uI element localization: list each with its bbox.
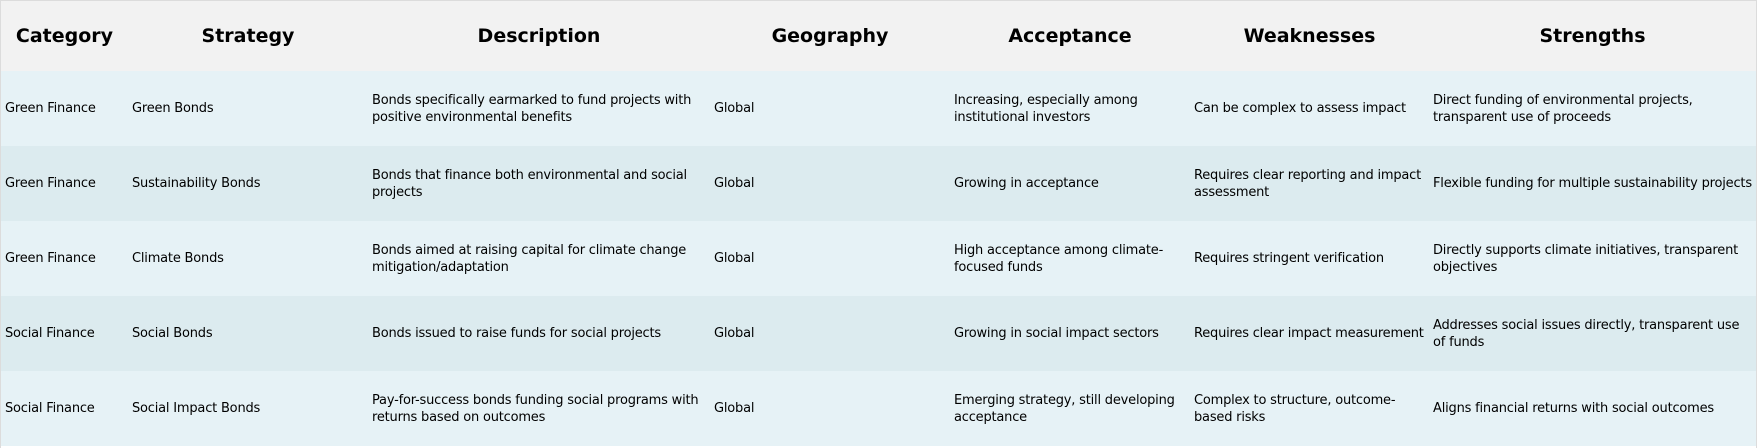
header-description: Description [477,25,601,47]
table-row: Social Finance Social Impact Bonds Pay-f… [1,371,1756,446]
table-row: Social Finance Social Bonds Bonds issued… [1,296,1756,371]
cell-strengths: Flexible funding for multiple sustainabi… [1433,176,1752,191]
header-acceptance: Acceptance [1008,25,1132,47]
cell-description: Bonds that finance both environmental an… [372,167,687,200]
cell-strategy: Social Impact Bonds [132,401,261,416]
cell-strengths: Aligns financial returns with social out… [1433,401,1715,416]
cell-acceptance: Growing in acceptance [954,176,1099,191]
cell-category: Green Finance [5,101,96,116]
header-row: Category Strategy Description Geography … [1,1,1756,71]
cell-weaknesses: Complex to structure, outcome-based risk… [1194,392,1396,425]
header-strengths: Strengths [1539,25,1646,47]
cell-strengths: Directly supports climate initiatives, t… [1433,242,1739,275]
cell-weaknesses: Requires clear impact measurement [1194,326,1424,341]
cell-geography: Global [714,251,755,266]
cell-weaknesses: Requires stringent verification [1194,251,1384,266]
cell-strengths: Direct funding of environmental projects… [1433,92,1693,125]
cell-category: Social Finance [5,326,95,341]
cell-category: Green Finance [5,251,96,266]
table-row: Green Finance Green Bonds Bonds specific… [1,71,1756,146]
cell-weaknesses: Can be complex to assess impact [1194,101,1406,116]
table-header: Category Strategy Description Geography … [1,1,1756,71]
cell-strengths: Addresses social issues directly, transp… [1433,317,1740,350]
cell-weaknesses: Requires clear reporting and impact asse… [1194,167,1421,200]
cell-strategy: Sustainability Bonds [132,176,261,191]
table-body: Green Finance Green Bonds Bonds specific… [1,71,1756,446]
cell-geography: Global [714,101,755,116]
table-row: Green Finance Sustainability Bonds Bonds… [1,146,1756,221]
cell-strategy: Social Bonds [132,326,213,341]
header-weaknesses: Weaknesses [1243,25,1376,47]
cell-acceptance: Growing in social impact sectors [954,326,1159,341]
cell-strategy: Green Bonds [132,101,214,116]
cell-description: Pay-for-success bonds funding social pro… [372,392,699,425]
table-row: Green Finance Climate Bonds Bonds aimed … [1,221,1756,296]
header-category: Category [15,25,114,47]
cell-description: Bonds aimed at raising capital for clima… [372,242,687,275]
cell-acceptance: Emerging strategy, still developing acce… [954,392,1175,425]
cell-geography: Global [714,401,755,416]
header-geography: Geography [771,25,889,47]
cell-category: Social Finance [5,401,95,416]
cell-description: Bonds issued to raise funds for social p… [372,326,661,341]
cell-geography: Global [714,326,755,341]
cell-strategy: Climate Bonds [132,251,224,266]
cell-acceptance: Increasing, especially among institution… [954,92,1138,125]
cell-geography: Global [714,176,755,191]
cell-acceptance: High acceptance among climate-focused fu… [954,242,1164,275]
cell-description: Bonds specifically earmarked to fund pro… [372,92,692,125]
cell-category: Green Finance [5,176,96,191]
header-strategy: Strategy [201,25,295,47]
